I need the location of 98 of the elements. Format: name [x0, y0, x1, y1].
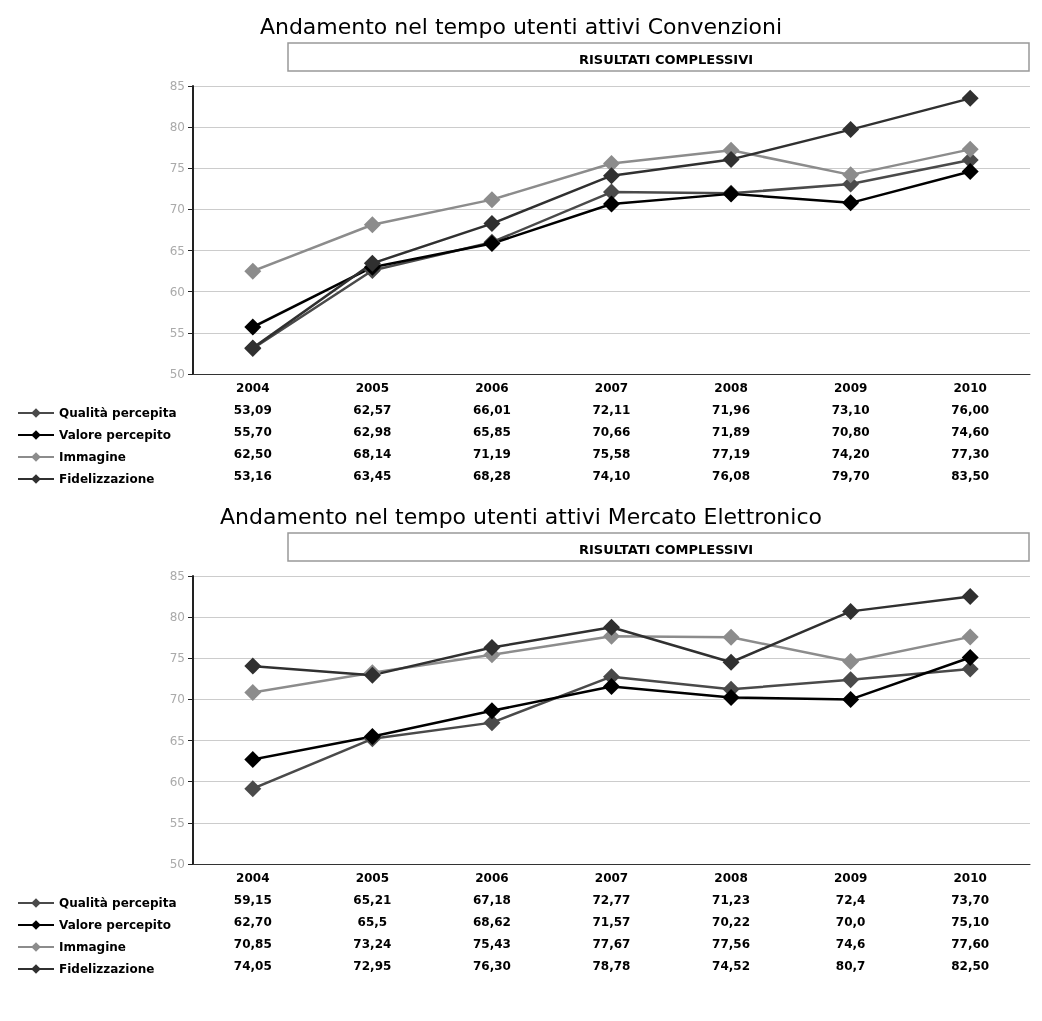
data-label: 71,57: [592, 915, 631, 929]
data-label: 83,50: [951, 469, 990, 483]
data-label: 70,66: [592, 425, 631, 439]
chart-subtitle: RISULTATI COMPLESSIVI: [578, 52, 754, 67]
data-label: 74,60: [951, 425, 990, 439]
legend-label: Valore percepito: [59, 428, 171, 442]
data-label: 72,95: [353, 959, 392, 973]
y-tick-label: 85: [169, 79, 185, 93]
y-tick-label: 50: [169, 857, 185, 871]
data-label: 68,28: [472, 469, 511, 483]
data-label: 75,58: [592, 447, 631, 461]
x-tick-label: 2010: [953, 871, 987, 885]
data-label: 67,18: [472, 893, 511, 907]
chart-title: Andamento nel tempo utenti attivi Convenzioni: [259, 13, 783, 39]
data-label: 74,6: [835, 937, 866, 951]
data-label: 72,4: [835, 893, 866, 907]
data-label: 74,20: [831, 447, 870, 461]
data-label: 77,56: [712, 937, 751, 951]
legend-label: Fidelizzazione: [59, 962, 155, 976]
data-label: 82,50: [951, 959, 990, 973]
x-tick-label: 2008: [714, 381, 748, 395]
data-label: 77,19: [712, 447, 751, 461]
data-label: 63,45: [353, 469, 392, 483]
data-label: 74,52: [712, 959, 751, 973]
data-label: 70,22: [712, 915, 751, 929]
data-label: 70,0: [835, 915, 866, 929]
data-label: 71,19: [472, 447, 511, 461]
y-tick-label: 55: [169, 325, 185, 340]
y-tick-label: 60: [169, 284, 185, 299]
y-tick-label: 60: [169, 774, 185, 789]
y-tick-label: 70: [169, 692, 185, 707]
data-label: 77,60: [951, 937, 990, 951]
data-label: 62,70: [233, 915, 272, 929]
x-tick-label: 2008: [714, 871, 748, 885]
y-tick-label: 55: [169, 815, 185, 830]
data-label: 72,11: [592, 403, 631, 417]
data-label: 70,80: [831, 425, 870, 439]
data-label: 79,70: [831, 469, 870, 483]
x-tick-label: 2005: [355, 381, 390, 395]
data-label: 73,70: [951, 893, 990, 907]
x-tick-label: 2004: [236, 871, 270, 885]
y-tick-label: 80: [169, 610, 185, 625]
y-tick-label: 50: [169, 367, 185, 381]
data-label: 65,5: [357, 915, 388, 929]
legend-label: Fidelizzazione: [59, 472, 155, 486]
x-tick-label: 2009: [833, 381, 868, 395]
data-label: 65,85: [472, 425, 511, 439]
chart-subtitle: RISULTATI COMPLESSIVI: [578, 542, 754, 557]
data-label: 78,78: [592, 959, 631, 973]
data-label: 75,10: [951, 915, 990, 929]
x-tick-label: 2005: [355, 871, 390, 885]
data-label: 71,96: [712, 403, 751, 417]
data-label: 74,10: [592, 469, 631, 483]
data-label: 53,16: [233, 469, 272, 483]
data-label: 68,62: [472, 915, 511, 929]
data-label: 73,24: [353, 937, 392, 951]
data-label: 59,15: [233, 893, 272, 907]
x-tick-label: 2007: [594, 871, 629, 885]
data-label: 66,01: [472, 403, 511, 417]
data-label: 77,30: [951, 447, 990, 461]
y-tick-label: 85: [169, 569, 185, 583]
data-label: 76,00: [951, 403, 990, 417]
data-label: 72,77: [592, 893, 631, 907]
legend-label: Immagine: [59, 940, 126, 954]
legend-label: Immagine: [59, 450, 126, 464]
x-tick-label: 2007: [594, 381, 629, 395]
data-label: 76,30: [472, 959, 511, 973]
data-label: 65,21: [353, 893, 392, 907]
legend-label: Valore percepito: [59, 918, 171, 932]
data-label: 71,23: [712, 893, 751, 907]
data-label: 74,05: [233, 959, 272, 973]
data-label: 71,89: [712, 425, 751, 439]
y-tick-label: 65: [169, 733, 185, 748]
legend-label: Qualità percepita: [59, 406, 177, 420]
y-tick-label: 70: [169, 202, 185, 217]
data-label: 73,10: [831, 403, 870, 417]
data-label: 70,85: [233, 937, 272, 951]
x-tick-label: 2006: [475, 871, 509, 885]
data-label: 62,98: [353, 425, 392, 439]
y-tick-label: 80: [169, 120, 185, 135]
y-tick-label: 75: [169, 161, 185, 176]
legend-label: Qualità percepita: [59, 896, 177, 910]
data-label: 62,57: [353, 403, 392, 417]
chart-title: Andamento nel tempo utenti attivi Mercato Elettronico: [220, 503, 822, 529]
data-label: 53,09: [233, 403, 272, 417]
data-label: 68,14: [353, 447, 392, 461]
data-label: 80,7: [835, 959, 866, 973]
x-tick-label: 2010: [953, 381, 987, 395]
data-label: 76,08: [712, 469, 751, 483]
data-label: 77,67: [592, 937, 631, 951]
x-tick-label: 2004: [236, 381, 270, 395]
x-tick-label: 2009: [833, 871, 868, 885]
x-tick-label: 2006: [475, 381, 509, 395]
y-tick-label: 75: [169, 651, 185, 666]
y-tick-label: 65: [169, 243, 185, 258]
data-label: 55,70: [233, 425, 272, 439]
data-label: 62,50: [233, 447, 272, 461]
data-label: 75,43: [472, 937, 511, 951]
